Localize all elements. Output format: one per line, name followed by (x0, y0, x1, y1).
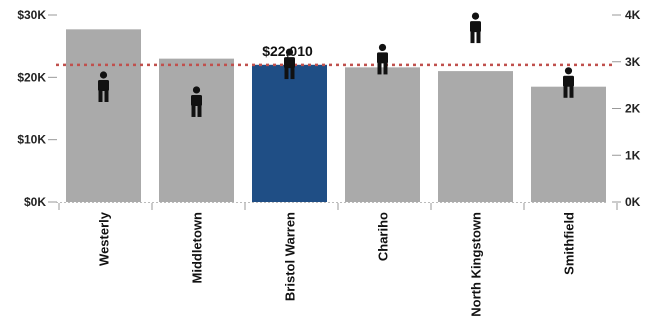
bar (159, 58, 234, 203)
person-markers (98, 12, 574, 117)
person-icon (284, 48, 295, 80)
person-icon (563, 67, 574, 98)
category-label: Chariho (376, 212, 391, 261)
right-axis-tick-label: 1K (625, 148, 641, 162)
data-label: $22,010 (262, 43, 313, 59)
bar (345, 67, 420, 202)
person-icon (191, 86, 202, 117)
left-axis-tick-label: $0K (24, 195, 46, 209)
left-axis-tick-label: $10K (17, 133, 46, 147)
category-label: Westerly (97, 211, 112, 266)
category-label: Bristol Warren (283, 212, 298, 301)
right-axis-tick-label: 2K (625, 102, 641, 116)
category-ticks (58, 203, 618, 210)
category-labels: Westerly Middletown Bristol Warren Chariho N… (97, 211, 577, 316)
bars (66, 29, 606, 203)
left-axis-tick-label: $30K (17, 8, 46, 22)
bar (66, 29, 141, 202)
category-label: Middletown (190, 212, 205, 284)
bar (531, 86, 606, 202)
bar (252, 64, 327, 202)
bar (438, 71, 513, 202)
category-label: Smithfield (562, 212, 577, 275)
person-icon (98, 71, 109, 102)
person-icon (377, 43, 388, 75)
category-label: North Kingstown (469, 212, 484, 317)
right-axis-tick-label: 4K (625, 8, 641, 22)
person-icon (470, 12, 481, 44)
right-axis: 0K 1K 2K 3K 4K (612, 8, 641, 209)
left-axis-tick-label: $20K (17, 70, 46, 84)
right-axis-tick-label: 0K (625, 195, 641, 209)
right-axis-tick-label: 3K (625, 55, 641, 69)
left-axis: $0K $10K $20K $30K (17, 8, 57, 209)
